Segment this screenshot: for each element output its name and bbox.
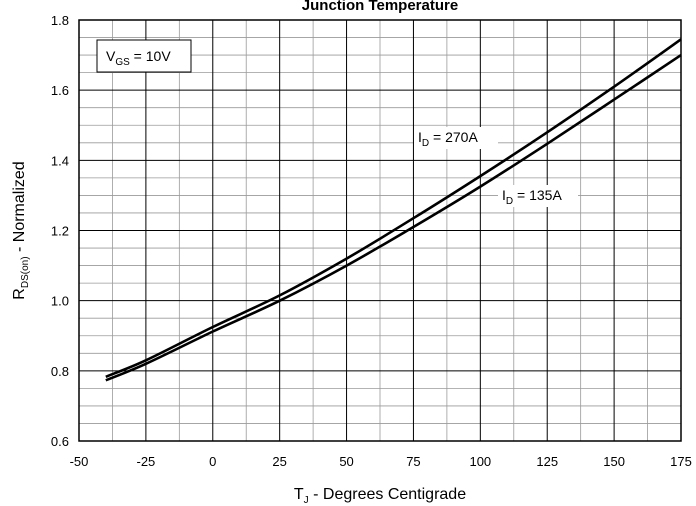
x-tick-labels: -50 -25 0 25 50 75 100 125 150 175 (70, 454, 692, 469)
x-tick-label: 50 (339, 454, 353, 469)
x-tick-label: 0 (209, 454, 216, 469)
x-tick-label: 150 (603, 454, 625, 469)
series-label-270a: ID = 270A (414, 127, 498, 149)
vgs-annotation-frame (96, 39, 192, 73)
chart-title: Junction Temperature (302, 0, 458, 14)
y-tick-label: 1.4 (51, 153, 69, 168)
y-tick-label: 1.6 (51, 83, 69, 98)
y-tick-label: 1.2 (51, 224, 69, 239)
x-tick-label: 25 (272, 454, 286, 469)
x-tick-label: 125 (536, 454, 558, 469)
x-tick-label: 100 (469, 454, 491, 469)
series-label-135a-sub: D (506, 196, 513, 207)
vgs-sub: GS (115, 57, 130, 68)
series-label-135a: ID = 135A (498, 185, 578, 207)
series-label-270a-text: ID = 270A (418, 129, 478, 149)
vgs-annotation-box: VGS = 10V (96, 39, 192, 73)
y-tick-label: 1.0 (51, 294, 69, 309)
y-tick-label: 0.6 (51, 434, 69, 449)
y-axis-label-main: R (11, 288, 28, 300)
y-tick-labels: 0.6 0.8 1.0 1.2 1.4 1.6 1.8 (51, 13, 69, 449)
y-axis-label: RDS(on) - Normalized (11, 161, 31, 299)
vgs-annotation-text: VGS = 10V (106, 48, 171, 68)
y-tick-label: 1.8 (51, 13, 69, 28)
series-layer (105, 38, 682, 382)
series-label-135a-text: ID = 135A (502, 187, 562, 207)
series-label-135a-bg (498, 185, 578, 207)
series-line-270a (105, 38, 682, 378)
vgs-main: V (106, 48, 116, 64)
y-tick-label: 0.8 (51, 364, 69, 379)
x-axis-label: TJ - Degrees Centigrade (294, 486, 466, 506)
vgs-rest: = 10V (130, 48, 172, 64)
x-tick-label: -25 (136, 454, 155, 469)
x-tick-label: 75 (406, 454, 420, 469)
series-label-270a-sub: D (422, 138, 429, 149)
x-tick-label: 175 (670, 454, 692, 469)
series-label-270a-bg (414, 127, 498, 149)
x-axis-label-rest: - Degrees Centigrade (309, 486, 467, 503)
series-label-270a-rest: = 270A (429, 129, 478, 145)
plot-frame (78, 19, 682, 442)
x-tick-label: -50 (70, 454, 89, 469)
series-label-135a-rest: = 135A (513, 187, 562, 203)
y-axis-label-rest: - Normalized (11, 161, 28, 256)
series-line-135a (105, 54, 682, 382)
y-axis-label-sub: DS(on) (20, 256, 31, 288)
x-axis-label-sub: J (304, 495, 309, 506)
x-axis-label-main: T (294, 486, 304, 503)
series-label-135a-main: I (502, 187, 506, 203)
series-label-270a-main: I (418, 129, 422, 145)
